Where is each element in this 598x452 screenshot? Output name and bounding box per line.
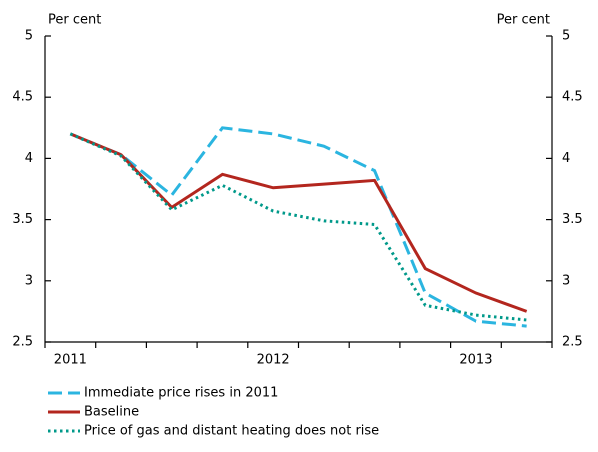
y2-axis-label: Per cent <box>497 13 550 28</box>
y2-tick-label: 3 <box>562 273 570 288</box>
legend-label: Price of gas and distant heating does no… <box>84 424 379 439</box>
legend-label: Baseline <box>84 405 139 420</box>
line-series <box>69 132 527 322</box>
line-series <box>69 132 528 313</box>
line-series <box>69 126 527 328</box>
x-tick-label: 2013 <box>459 353 492 368</box>
y-tick-label: 3 <box>25 273 33 288</box>
y2-tick-label: 5 <box>562 29 570 44</box>
x-tick-label: 2012 <box>257 353 290 368</box>
y-axis-label: Per cent <box>48 13 101 28</box>
y-tick-label: 4 <box>25 151 33 166</box>
y-tick-label: 3.5 <box>12 212 33 227</box>
legend-label: Immediate price rises in 2011 <box>84 386 278 401</box>
y2-tick-label: 3.5 <box>562 212 583 227</box>
y2-tick-label: 4.5 <box>562 90 583 105</box>
y-tick-label: 4.5 <box>12 90 33 105</box>
y-tick-label: 5 <box>25 29 33 44</box>
y2-tick-label: 4 <box>562 151 570 166</box>
y-tick-label: 2.5 <box>12 335 33 350</box>
y2-tick-label: 2.5 <box>562 335 583 350</box>
x-tick-label: 2011 <box>54 353 87 368</box>
